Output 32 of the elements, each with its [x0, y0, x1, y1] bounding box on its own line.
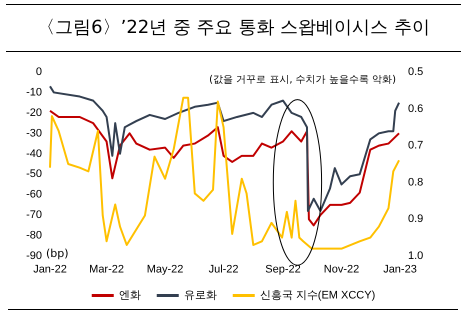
line-series	[49, 85, 400, 212]
y-tick-label: -40	[26, 148, 42, 160]
y2-tick-label: 0.6	[408, 102, 424, 115]
x-tick-label: May-22	[146, 264, 184, 276]
legend-label: 신흥국 지수(EM XCCY)	[260, 290, 376, 302]
y-tick-label: 0	[36, 66, 42, 78]
y2-tick-label: 0.7	[408, 140, 424, 152]
y2-tick-label: 0.8	[408, 176, 424, 188]
y-axis-title: (bp)	[46, 247, 69, 260]
x-tick-label: Jan-22	[33, 264, 67, 276]
y2-tick-label: 0.5	[408, 66, 424, 78]
y2-tick-label: 1.0	[408, 250, 424, 262]
y-tick-label: -90	[26, 250, 42, 262]
y-tick-label: -10	[26, 86, 42, 98]
y2-tick-label: 0.9	[408, 213, 424, 226]
legend-label: 유로화	[184, 290, 217, 302]
x-tick-label: Nov-22	[324, 264, 360, 276]
y-tick-label: -20	[26, 106, 42, 119]
chart-title: 〈그림6〉’22년 중 주요 통화 스왑베이시스 추이	[6, 4, 461, 52]
y-tick-label: -70	[26, 209, 42, 222]
y-tick-label: -30	[26, 127, 42, 140]
line-series	[49, 110, 400, 226]
line-series	[49, 96, 400, 250]
x-tick-label: Sep-22	[265, 264, 301, 276]
x-tick-label: Mar-22	[89, 264, 124, 276]
annotation: (값을 거꾸로 표시, 수치가 높을수록 악화)	[209, 74, 396, 86]
y-tick-label: -80	[26, 230, 42, 242]
y-tick-label: -60	[26, 188, 42, 201]
y-tick-label: -50	[26, 168, 42, 180]
x-tick-label: Jul-22	[208, 264, 239, 276]
x-tick-label: Jan-23	[383, 264, 417, 276]
legend-label: 엔화	[118, 290, 141, 302]
